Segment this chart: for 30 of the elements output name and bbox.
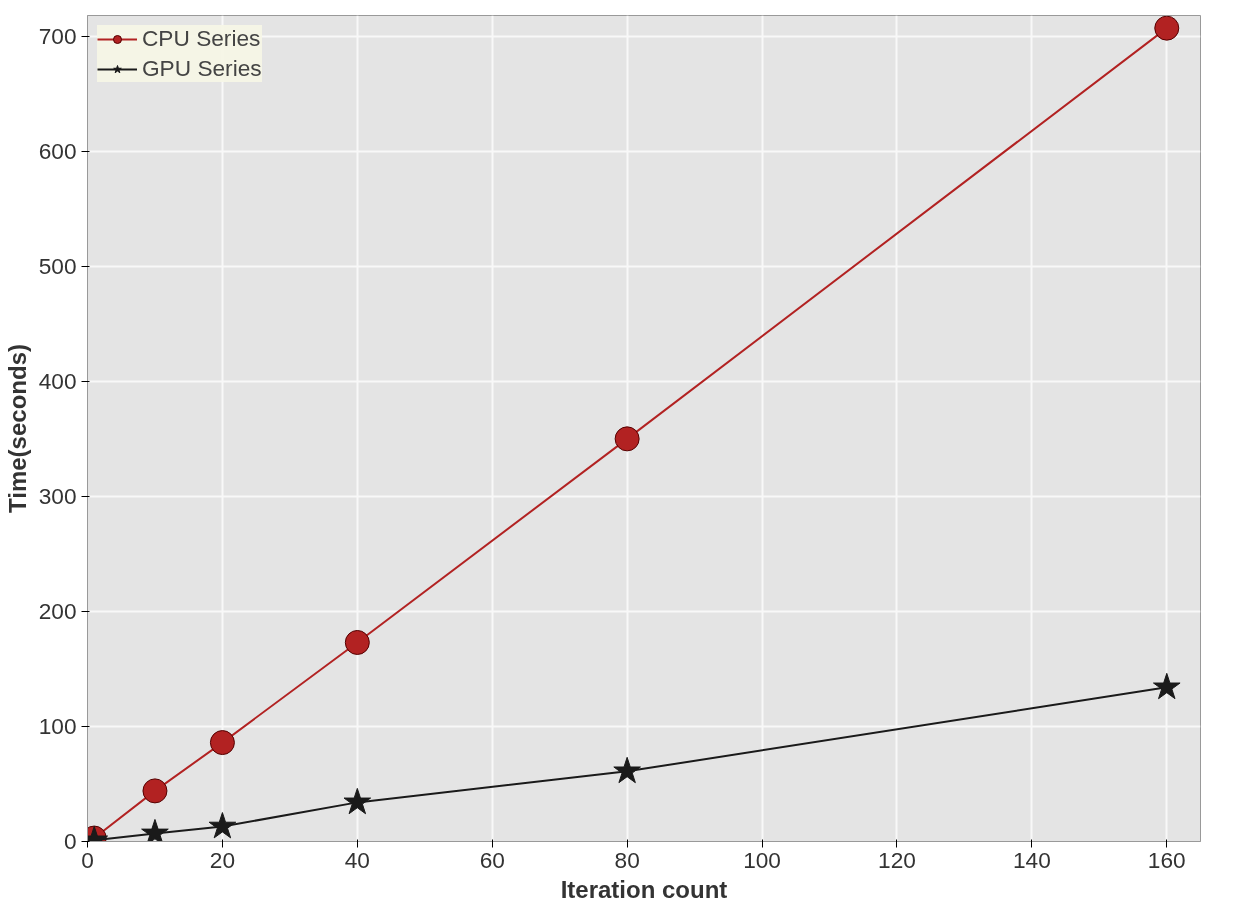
point [613,756,641,784]
x-tick-label: 60 [479,846,505,873]
point [209,730,235,756]
y-axis-title: Time(seconds) [3,344,31,513]
x-tick-label: 100 [743,846,781,873]
x-tick-label: 120 [878,846,916,873]
x-axis-title: Iteration count [560,875,728,903]
y-tick-label: 200 [38,597,77,624]
point [343,787,372,815]
x-tick-label: 160 [1147,846,1186,873]
legend-label: GPU Series [142,55,262,82]
point [344,630,370,655]
point [142,778,168,804]
point [614,426,640,452]
x-tick-label: 40 [344,846,370,873]
x-tick-label: 0 [81,846,94,873]
y-tick-label: 700 [38,22,77,49]
legend-label: CPU Series [142,25,261,52]
y-tick-label: 600 [38,137,77,164]
point [1154,15,1180,41]
x-tick-label: 140 [1012,846,1051,873]
y-tick-label: 400 [38,367,77,394]
x-tick-label: 80 [614,846,640,873]
x-tick-label: 20 [209,846,236,873]
y-tick-label: 500 [38,252,77,279]
point [208,812,237,839]
point [1152,672,1181,700]
y-tick-label: 100 [38,712,77,739]
y-tick-label: 0 [63,828,77,854]
y-tick-label: 300 [38,482,77,509]
